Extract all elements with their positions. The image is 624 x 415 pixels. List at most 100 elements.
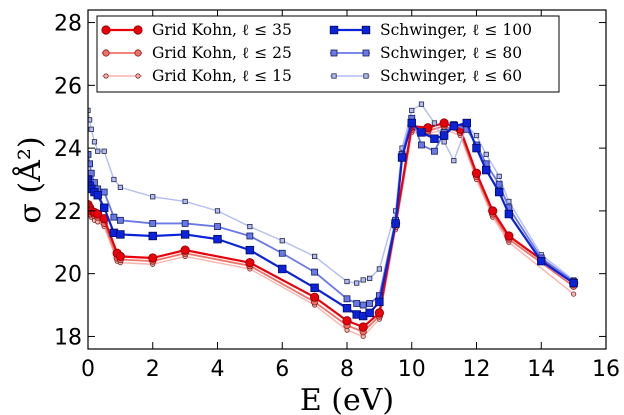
data-point <box>353 300 361 307</box>
data-point <box>91 139 98 145</box>
x-tick-label: 12 <box>463 357 491 382</box>
data-point <box>418 101 425 107</box>
data-point <box>116 230 125 239</box>
data-point <box>537 256 546 266</box>
legend-entry-schwinger-60: Schwinger, ℓ ≤ 60 <box>330 67 522 85</box>
y-tick-label: 20 <box>54 263 82 288</box>
legend-label: Grid Kohn, ℓ ≤ 15 <box>152 67 292 85</box>
data-point <box>278 249 286 257</box>
legend-marker <box>103 73 109 79</box>
data-point <box>93 190 102 200</box>
data-point <box>310 292 320 302</box>
legend-marker <box>101 25 111 35</box>
data-point <box>375 297 384 307</box>
x-axis-title: E (eV) <box>300 383 394 415</box>
series-layer <box>88 101 579 340</box>
data-point <box>367 275 373 281</box>
legend-entry-schwinger-100: Schwinger, ℓ ≤ 100 <box>329 21 532 39</box>
data-point <box>571 291 577 297</box>
data-point <box>343 295 351 303</box>
legend-entry-grid-kohn-15: Grid Kohn, ℓ ≤ 15 <box>102 67 292 85</box>
x-tick-label: 8 <box>340 357 354 382</box>
series-line <box>88 117 575 306</box>
legend-entry-schwinger-80: Schwinger, ℓ ≤ 80 <box>330 44 522 62</box>
data-point <box>279 238 285 244</box>
series-line <box>88 121 575 318</box>
x-tick-label: 14 <box>527 357 555 382</box>
series-grid-kohn-15 <box>88 126 577 340</box>
data-point <box>376 266 382 272</box>
data-point <box>462 118 471 128</box>
y-tick-label: 26 <box>54 74 82 99</box>
y-tick-label: 28 <box>54 12 82 37</box>
legend-entry-grid-kohn-25: Grid Kohn, ℓ ≤ 25 <box>102 44 292 62</box>
data-point <box>354 280 360 286</box>
data-point <box>417 128 426 137</box>
data-point <box>116 216 124 224</box>
data-point <box>180 230 190 239</box>
data-point <box>397 153 407 162</box>
data-point <box>88 126 94 132</box>
data-point <box>100 188 108 196</box>
data-point <box>441 139 447 145</box>
data-point <box>358 322 368 332</box>
data-point <box>504 231 514 241</box>
legend-marker <box>361 25 371 35</box>
legend-marker <box>329 25 339 35</box>
data-point <box>471 168 482 178</box>
data-point <box>149 220 157 227</box>
data-point <box>278 264 287 274</box>
legend-label: Grid Kohn, ℓ ≤ 25 <box>152 44 292 62</box>
data-point <box>214 223 221 230</box>
data-point <box>245 258 255 268</box>
y-tick-label: 22 <box>54 200 82 225</box>
legend-marker <box>133 25 143 35</box>
data-point <box>423 123 433 133</box>
legend-marker <box>135 73 141 79</box>
data-point <box>99 203 109 212</box>
data-point <box>359 301 367 309</box>
data-point <box>247 223 253 230</box>
legend-label: Schwinger, ℓ ≤ 100 <box>380 21 532 39</box>
legend-marker <box>330 49 338 57</box>
legend-label: Schwinger, ℓ ≤ 80 <box>380 44 522 62</box>
legend-marker <box>363 73 369 79</box>
series-grid-kohn-35 <box>88 118 579 332</box>
data-point <box>88 117 93 123</box>
data-point <box>213 234 222 244</box>
data-point <box>488 206 498 216</box>
legend-entry-grid-kohn-35: Grid Kohn, ℓ ≤ 35 <box>101 21 292 39</box>
x-tick-label: 0 <box>81 357 95 382</box>
data-point <box>180 245 190 255</box>
y-tick-label: 24 <box>54 137 82 162</box>
legend-label: Grid Kohn, ℓ ≤ 35 <box>152 21 292 39</box>
data-point <box>111 176 117 183</box>
data-point <box>431 120 438 126</box>
x-tick-label: 10 <box>398 357 426 382</box>
legend-frame <box>96 15 560 93</box>
data-point <box>310 283 319 292</box>
legend-marker <box>362 49 370 57</box>
data-point <box>504 209 514 219</box>
data-point <box>494 187 504 197</box>
data-point <box>391 219 400 228</box>
data-point <box>182 198 188 205</box>
data-point <box>366 300 374 307</box>
data-point <box>93 209 103 219</box>
data-point <box>418 141 425 149</box>
data-point <box>360 277 366 283</box>
data-point <box>431 147 438 155</box>
series-line <box>88 128 575 338</box>
data-point <box>246 232 254 240</box>
data-point <box>245 245 255 255</box>
legend-label: Schwinger, ℓ ≤ 60 <box>380 67 522 85</box>
data-point <box>439 118 449 128</box>
data-point <box>148 231 157 241</box>
data-point <box>365 308 374 318</box>
data-point <box>342 316 352 326</box>
data-point <box>482 165 491 175</box>
data-point <box>148 253 158 263</box>
data-point <box>344 278 350 285</box>
